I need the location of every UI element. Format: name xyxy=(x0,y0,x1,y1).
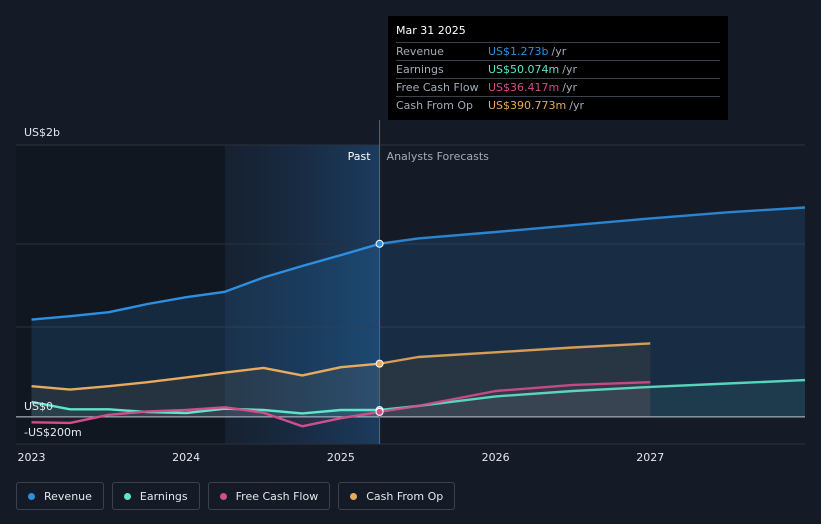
tooltip-date: Mar 31 2025 xyxy=(396,24,466,37)
y-tick-label: US$0 xyxy=(24,400,53,413)
legend: Revenue Earnings Free Cash Flow Cash Fro… xyxy=(16,482,456,510)
tooltip-value: US$50.074m xyxy=(488,63,560,76)
tooltip-row-earnings: Earnings US$50.074m /yr xyxy=(396,60,720,78)
x-tick-label: 2026 xyxy=(482,451,510,464)
free-cash-flow-forecast-line xyxy=(379,381,651,414)
free-cash-flow-marker xyxy=(375,407,384,416)
tooltip-label: Revenue xyxy=(396,45,444,58)
history-region xyxy=(16,145,225,444)
x-tick-label: 2023 xyxy=(17,451,45,464)
tooltip-unit: /yr xyxy=(569,99,584,112)
revenue-area xyxy=(31,207,805,417)
legend-item-cash-from-op[interactable]: Cash From Op xyxy=(338,482,456,510)
y-tick-label: US$2b xyxy=(24,126,60,139)
tooltip-label: Free Cash Flow xyxy=(396,81,479,94)
tooltip-row-revenue: Revenue US$1.273b /yr xyxy=(396,42,720,60)
y-tick-label: -US$200m xyxy=(24,426,82,439)
tooltip-value: US$1.273b xyxy=(488,45,549,58)
legend-dot-icon xyxy=(219,492,227,500)
tooltip-unit: /yr xyxy=(551,45,567,58)
legend-label: Revenue xyxy=(44,489,92,503)
gridlines xyxy=(16,144,805,445)
legend-item-earnings[interactable]: Earnings xyxy=(111,482,200,510)
tooltip-label: Cash From Op xyxy=(396,99,474,112)
legend-label: Cash From Op xyxy=(366,489,444,503)
axis-labels: US$2b US$0 -US$200m 2023 2024 2025 2026 2027 xyxy=(17,126,664,464)
legend-dot-icon xyxy=(350,492,358,500)
legend-dot-icon xyxy=(28,492,35,500)
x-tick-label: 2027 xyxy=(636,451,664,464)
revenue-forecast-line xyxy=(379,206,806,245)
hover-markers xyxy=(375,239,384,416)
past-highlight-region xyxy=(224,145,380,444)
tooltip-value: US$390.773m xyxy=(488,99,567,112)
chart-area: US$2b US$0 -US$200m 2023 2024 2025 2026 2027 Pa… xyxy=(16,120,806,464)
cash-from-op-forecast-line xyxy=(379,342,651,365)
legend-label: Earnings xyxy=(139,489,188,503)
cash-from-op-area xyxy=(31,343,651,417)
legend-item-free-cash-flow[interactable]: Free Cash Flow xyxy=(207,482,331,510)
forecast-label: Analysts Forecasts xyxy=(387,150,490,163)
tooltip-value: US$36.417m xyxy=(488,81,560,94)
past-label: Past xyxy=(348,150,372,163)
x-tick-label: 2025 xyxy=(327,451,355,464)
tooltip-label: Earnings xyxy=(396,63,444,76)
legend-item-revenue[interactable]: Revenue xyxy=(16,482,104,510)
tooltip: Mar 31 2025 Revenue US$1.273b /yr Earnin… xyxy=(388,16,728,120)
free-cash-flow-area xyxy=(31,382,651,427)
revenue-marker xyxy=(375,239,384,248)
cash-from-op-marker xyxy=(375,359,384,368)
tooltip-unit: /yr xyxy=(562,81,577,94)
legend-dot-icon xyxy=(123,492,131,500)
legend-label: Free Cash Flow xyxy=(235,489,319,503)
tooltip-row-cash-from-op: Cash From Op US$390.773m /yr xyxy=(396,96,720,114)
revenue-past-line xyxy=(31,242,380,321)
x-tick-label: 2024 xyxy=(172,451,200,464)
tooltip-unit: /yr xyxy=(562,63,577,76)
series-lines xyxy=(31,206,806,428)
cash-from-op-past-line xyxy=(31,362,380,391)
tooltip-row-free-cash-flow: Free Cash Flow US$36.417m /yr xyxy=(396,78,720,96)
earnings-past-line xyxy=(31,400,380,415)
free-cash-flow-past-line xyxy=(31,406,380,428)
